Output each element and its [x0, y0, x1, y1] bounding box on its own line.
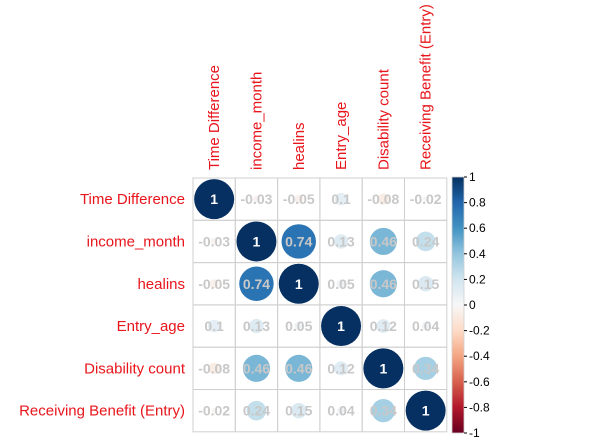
colorbar-tick-label: 1 [469, 170, 476, 184]
colorbar-tick-label: -0.2 [469, 324, 490, 338]
correlation-value: 0.05 [285, 318, 312, 334]
colorbar-tick-label: -0.8 [469, 400, 490, 414]
row-label: Receiving Benefit (Entry) [19, 403, 185, 420]
grid [193, 178, 447, 432]
correlation-value: 0.34 [412, 360, 439, 376]
colorbar-tick-label: -1 [469, 426, 480, 440]
row-label: Time Difference [80, 191, 185, 208]
column-label: healins [291, 122, 308, 170]
column-label: income_month [248, 72, 265, 170]
correlation-value: 0.46 [243, 360, 270, 376]
correlation-value: 1 [337, 318, 345, 334]
correlation-value: 0.13 [243, 318, 270, 334]
column-label: Entry_age [333, 102, 350, 170]
correlation-value: -0.05 [283, 191, 315, 207]
correlation-value: 1 [210, 191, 218, 207]
correlation-value: 1 [379, 360, 387, 376]
column-label: Receiving Benefit (Entry) [418, 4, 435, 170]
correlation-value: 0.12 [370, 318, 397, 334]
correlation-value: -0.03 [240, 191, 272, 207]
correlation-value: 0.74 [285, 233, 312, 249]
correlation-value: 0.46 [370, 233, 397, 249]
colorbar-tick-label: 0.2 [469, 272, 486, 286]
correlation-value: -0.02 [410, 191, 442, 207]
colorbar-gradient [452, 177, 464, 433]
row-label: Disability count [84, 360, 186, 377]
row-label: healins [137, 276, 185, 293]
row-label: Entry_age [117, 318, 185, 335]
colorbar-tick-label: 0.6 [469, 221, 486, 235]
correlation-value: -0.02 [198, 403, 230, 419]
correlation-value: 0.04 [327, 403, 354, 419]
colorbar: 1 0.8 0.6 0.4 0.2 0 -0.2 -0.4 -0.6 -0.8 -1 [452, 170, 490, 440]
correlation-value: 0.46 [370, 276, 397, 292]
correlation-value: 0.12 [327, 360, 354, 376]
correlation-value: 1 [422, 403, 430, 419]
correlation-value: 0.46 [285, 360, 312, 376]
correlation-value: 1 [295, 276, 303, 292]
correlation-value: 0.24 [243, 403, 270, 419]
correlation-value: 1 [253, 233, 261, 249]
correlation-value: 0.15 [285, 403, 312, 419]
correlation-value: 0.24 [412, 233, 439, 249]
colorbar-tick-label: -0.6 [469, 375, 490, 389]
correlation-value: 0.04 [412, 318, 439, 334]
colorbar-tick-label: 0 [469, 298, 476, 312]
correlation-value: 0.34 [370, 403, 397, 419]
correlation-value: -0.08 [198, 360, 230, 376]
colorbar-tick-label: 0.4 [469, 247, 486, 261]
correlation-value: 0.05 [327, 276, 354, 292]
correlation-value: -0.08 [367, 191, 399, 207]
colorbar-tick-label: 0.8 [469, 196, 486, 210]
correlation-value: 0.1 [331, 191, 351, 207]
correlation-value: 0.15 [412, 276, 439, 292]
correlation-value: -0.05 [198, 276, 230, 292]
correlation-value: 0.1 [204, 318, 224, 334]
correlation-value: 0.13 [327, 233, 354, 249]
column-label: Disability count [375, 68, 392, 170]
row-label: income_month [87, 233, 185, 250]
correlation-value: 0.74 [243, 276, 270, 292]
colorbar-tick-label: -0.4 [469, 349, 490, 363]
correlation-value: -0.03 [198, 233, 230, 249]
column-label: Time Difference [206, 65, 223, 170]
